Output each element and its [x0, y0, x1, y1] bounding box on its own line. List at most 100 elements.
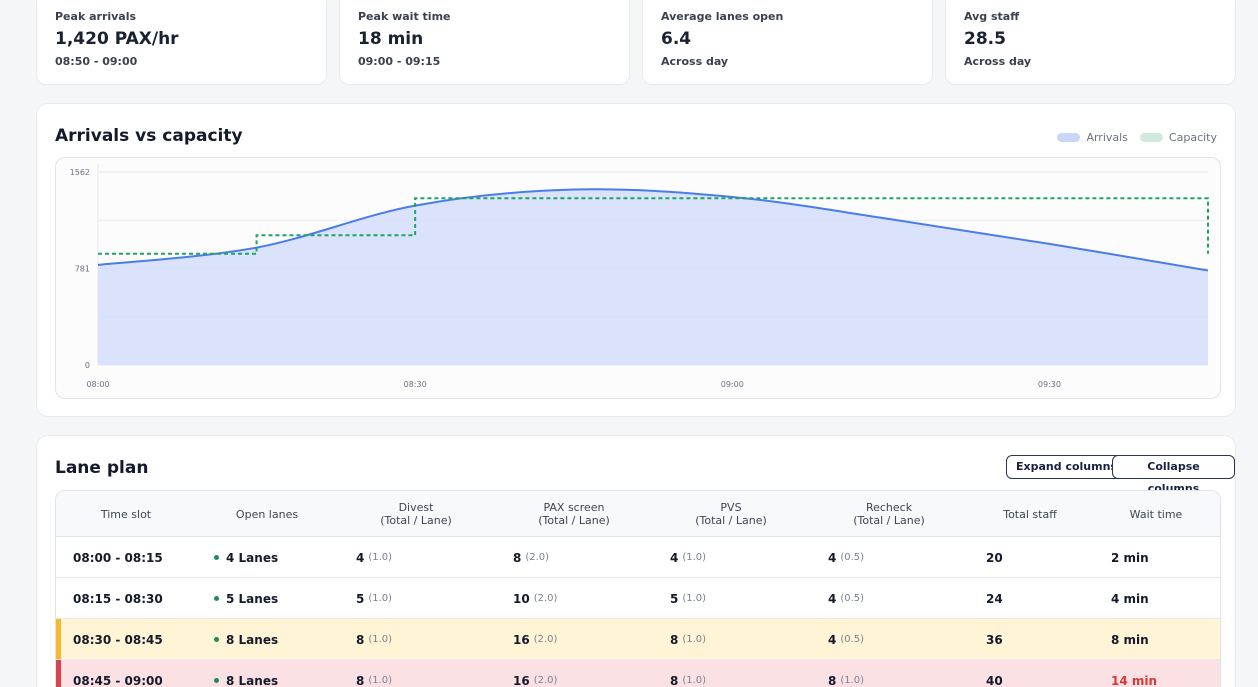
recheck: 8 (1.0) [828, 660, 864, 687]
x-tick-label: 08:00 [86, 380, 109, 389]
table-header: Time slot Open lanes Divest (Total / Lane) P… [56, 491, 1220, 537]
arrivals-capacity-card: Arrivals vs capacity Arrivals Capacity 0… [36, 103, 1236, 417]
wait-time: 8 min [1111, 619, 1149, 660]
legend-swatch-capacity [1139, 133, 1163, 142]
column-header[interactable]: Recheck (Total / Lane) [814, 491, 964, 537]
divest-value: 8 [356, 632, 365, 647]
lane-status-dot [214, 596, 219, 601]
column-header[interactable]: Total staff [975, 491, 1085, 537]
column-header-text: Wait time [1130, 508, 1183, 521]
total-staff-value: 40 [986, 673, 1003, 687]
pax-screen-value: 10 [513, 591, 530, 606]
column-header-text: Total staff [1003, 508, 1057, 521]
divest: 4 (1.0) [356, 537, 392, 578]
x-tick-label: 09:00 [721, 380, 744, 389]
wait-time-value: 2 min [1111, 550, 1149, 565]
column-header[interactable]: Open lanes [202, 491, 332, 537]
column-header[interactable]: PAX screen (Total / Lane) [499, 491, 649, 537]
recheck-value: 8 [828, 673, 837, 687]
kpi-sub: Across day [661, 55, 729, 68]
column-header[interactable]: Time slot [56, 491, 196, 537]
time-slot-value: 08:45 - 09:00 [73, 673, 163, 687]
table-row[interactable]: 08:15 - 08:30 5 Lanes 5 (1.0) 10 (2.0) 5 (1.0) 4… [56, 578, 1220, 619]
recheck-value: 4 [828, 591, 837, 606]
table-row[interactable]: 08:30 - 08:45 8 Lanes 8 (1.0) 16 (2.0) 8 (1.0) 4… [56, 619, 1220, 660]
kpi-card-peak-arrivals: Peak arrivals 1,420 PAX/hr 08:50 - 09:00 [36, 0, 327, 85]
chart-plot-area: 0 781 1562 08:00 08:30 09:00 09:30 [55, 157, 1221, 399]
table-row[interactable]: 08:45 - 09:00 8 Lanes 8 (1.0) 16 (2.0) 8 (1.0) 8… [56, 660, 1220, 687]
kpi-sub: Across day [964, 55, 1032, 68]
legend-label: Capacity [1168, 131, 1217, 144]
capacity-step-line [98, 197, 1209, 255]
column-header-line: (Total / Lane) [695, 514, 767, 527]
recheck: 4 (0.5) [828, 578, 864, 619]
pvs-per-lane: (1.0) [682, 675, 707, 686]
column-header-text: Recheck (Total / Lane) [853, 501, 925, 527]
pvs-per-lane: (1.0) [682, 634, 707, 645]
column-header[interactable]: Wait time [1096, 491, 1216, 537]
table-row[interactable]: 08:00 - 08:15 4 Lanes 4 (1.0) 8 (2.0) 4 (1.0) 4(… [56, 537, 1220, 578]
pax-screen: 16 (2.0) [513, 660, 557, 687]
divest-value: 4 [356, 550, 365, 565]
recheck-per-lane: (0.5) [840, 634, 865, 645]
pax-screen-per-lane: (2.0) [533, 593, 558, 604]
y-tick-label: 781 [75, 265, 90, 274]
recheck-value: 4 [828, 632, 837, 647]
arrivals-area [98, 189, 1208, 365]
pvs: 5 (1.0) [670, 578, 706, 619]
collapse-columns-button[interactable]: Collapse columns [1112, 455, 1235, 495]
row-status-bar [56, 619, 61, 659]
open-lanes: 5 Lanes [214, 578, 278, 619]
kpi-value: 18 min [358, 29, 424, 49]
column-header-text: Time slot [101, 508, 151, 521]
total-staff-value: 20 [986, 550, 1003, 565]
table-body: 08:00 - 08:15 4 Lanes 4 (1.0) 8 (2.0) 4 (1.0) 4(… [56, 537, 1220, 687]
recheck: 4 (0.5) [828, 537, 864, 578]
column-header-text: Divest (Total / Lane) [380, 501, 452, 527]
expand-columns-button[interactable]: Expand columns [1006, 455, 1127, 479]
pvs-value: 8 [670, 632, 679, 647]
arrivals-capacity-chart: 0 781 1562 08:00 08:30 09:00 09:30 [70, 164, 1209, 389]
legend-item-arrivals[interactable]: Arrivals [1057, 131, 1128, 144]
time-slot: 08:00 - 08:15 [73, 537, 163, 578]
wait-time: 14 min [1111, 660, 1157, 687]
total-staff: 24 [986, 578, 1003, 619]
lane-status-dot [214, 637, 219, 642]
pax-screen-per-lane: (2.0) [533, 634, 558, 645]
time-slot-value: 08:30 - 08:45 [73, 632, 163, 647]
recheck-per-lane: (0.5) [840, 552, 865, 563]
pvs-value: 8 [670, 673, 679, 687]
time-slot-value: 08:15 - 08:30 [73, 591, 163, 606]
total-staff: 36 [986, 619, 1003, 660]
chart-title: Arrivals vs capacity [55, 126, 243, 146]
divest-per-lane: (1.0) [368, 634, 393, 645]
column-header-text: PVS (Total / Lane) [695, 501, 767, 527]
open-lanes-value: 4 Lanes [226, 550, 279, 565]
wait-time-value: 4 min [1111, 591, 1149, 606]
pvs-value: 5 [670, 591, 679, 606]
row-status-bar [56, 660, 61, 687]
pax-screen: 16 (2.0) [513, 619, 557, 660]
kpi-card-avg-lanes: Average lanes open 6.4 Across day [642, 0, 933, 85]
column-header[interactable]: PVS (Total / Lane) [656, 491, 806, 537]
lane-status-dot [214, 555, 219, 560]
legend-item-capacity[interactable]: Capacity [1139, 131, 1217, 144]
pvs-per-lane: (1.0) [682, 552, 707, 563]
wait-time: 2 min [1111, 537, 1149, 578]
x-tick-label: 08:30 [404, 380, 427, 389]
open-lanes: 4 Lanes [214, 537, 278, 578]
kpi-sub: 09:00 - 09:15 [358, 55, 441, 68]
kpi-card-peak-wait: Peak wait time 18 min 09:00 - 09:15 [339, 0, 630, 85]
pax-screen-value: 16 [513, 632, 530, 647]
column-header-line: PAX screen [543, 501, 605, 514]
column-header-text: PAX screen (Total / Lane) [538, 501, 610, 527]
column-header-line: (Total / Lane) [853, 514, 925, 527]
kpi-value: 1,420 PAX/hr [55, 29, 179, 49]
time-slot: 08:15 - 08:30 [73, 578, 163, 619]
column-header-line: (Total / Lane) [538, 514, 610, 527]
lane-status-dot [214, 678, 219, 683]
pax-screen: 10 (2.0) [513, 578, 557, 619]
time-slot: 08:30 - 08:45 [73, 619, 163, 660]
pax-screen-value: 8 [513, 550, 522, 565]
column-header[interactable]: Divest (Total / Lane) [341, 491, 491, 537]
